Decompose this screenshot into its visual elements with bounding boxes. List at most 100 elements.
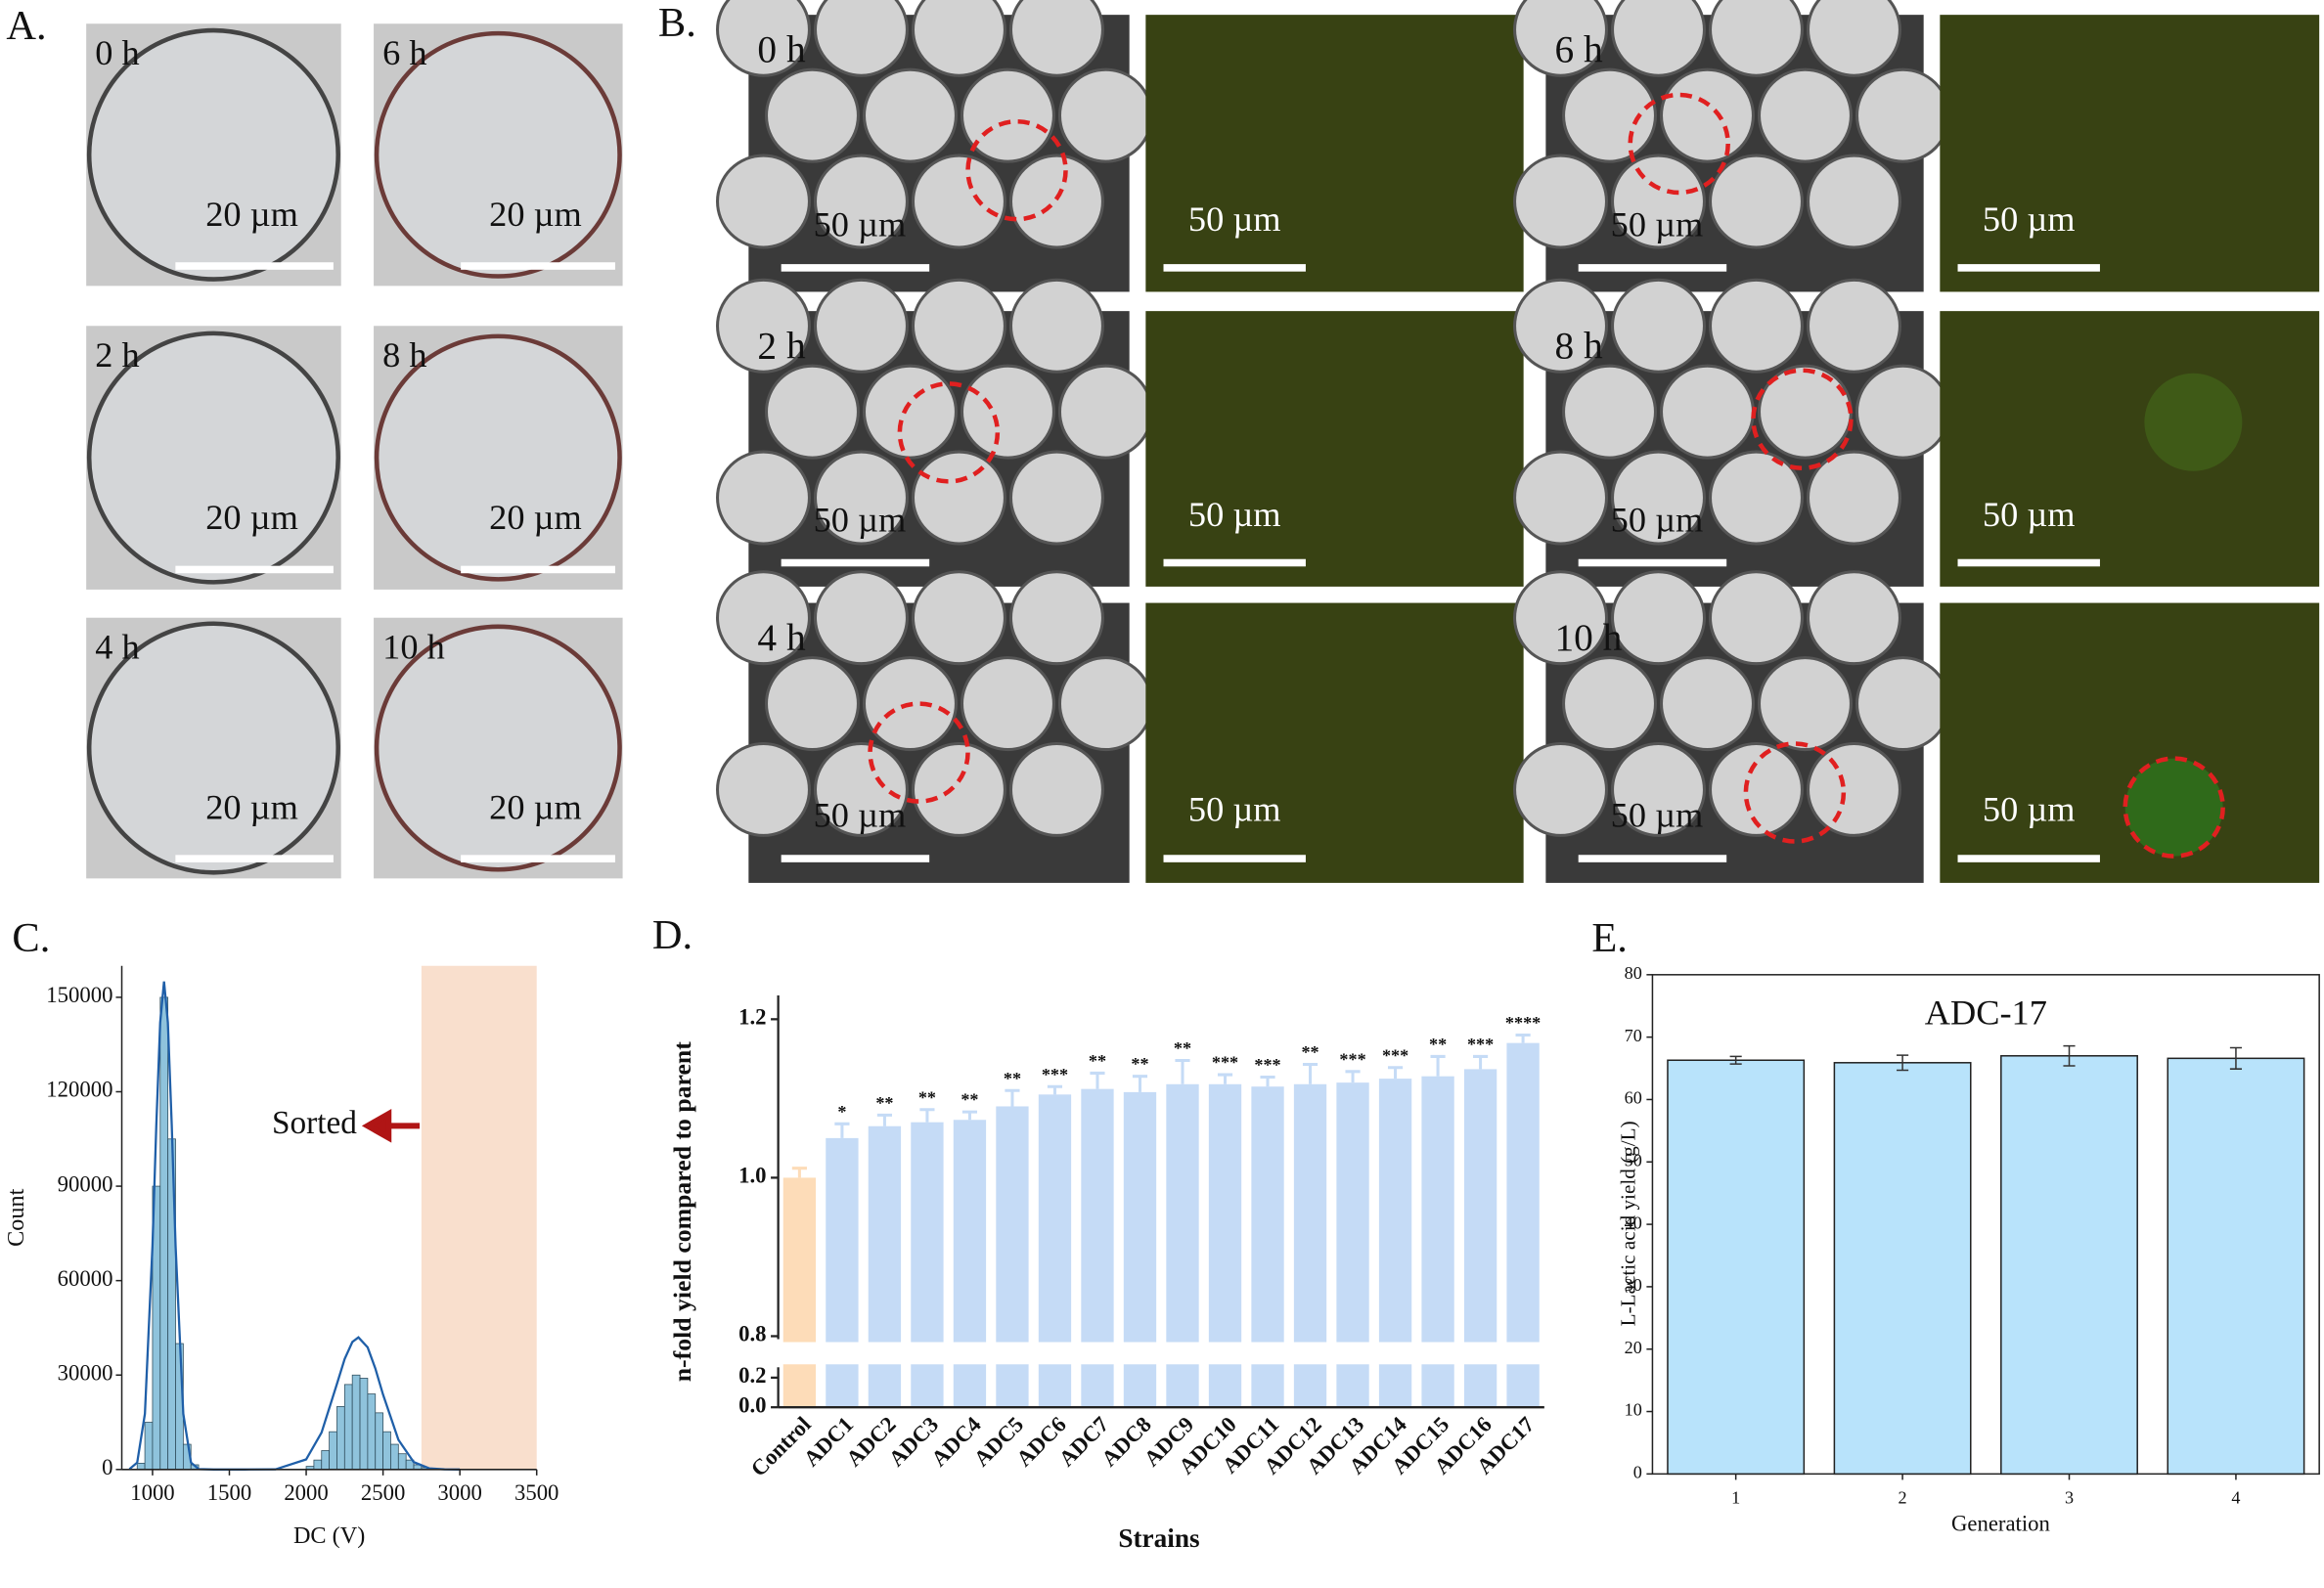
- error-bar: [1302, 1063, 1318, 1084]
- scale-bar: [781, 855, 930, 862]
- error-bar: [2229, 1046, 2243, 1070]
- significance-label: ***: [1467, 1035, 1494, 1054]
- droplet: [1562, 656, 1657, 752]
- y-tick-label: 30000: [58, 1360, 113, 1385]
- droplet: [765, 67, 860, 163]
- histogram-bar: [144, 1422, 154, 1471]
- droplet: [1057, 656, 1153, 752]
- x-axis-label: Strains: [1118, 1523, 1199, 1553]
- scale-bar: [175, 855, 334, 862]
- y-tick-label: 20: [1625, 1338, 1642, 1357]
- x-tick-label: 1: [1731, 1487, 1740, 1507]
- fluorescence-image: [1940, 602, 2320, 883]
- fluorescent-droplet: [2144, 373, 2243, 471]
- scale-bar: [461, 262, 615, 270]
- y-tick-label: 0: [1633, 1463, 1642, 1482]
- significance-label: **: [1131, 1054, 1148, 1074]
- droplet: [1513, 0, 1608, 77]
- scale-label: 50 µm: [814, 500, 907, 539]
- fluorescence-image: [1940, 15, 2320, 292]
- droplet: [765, 656, 860, 752]
- droplet: [1513, 154, 1608, 249]
- panel-label: D.: [652, 912, 693, 958]
- histogram-bar: [321, 1450, 330, 1471]
- y-axis-label: Count: [3, 1188, 29, 1246]
- scale-label: 50 µm: [1983, 495, 2076, 534]
- droplet: [86, 331, 340, 585]
- sorted-region: [421, 965, 537, 1470]
- droplet: [374, 624, 622, 872]
- significance-label: ***: [1382, 1045, 1408, 1065]
- time-label: 6 h: [382, 33, 426, 72]
- error-bar: [1387, 1066, 1404, 1080]
- histogram-bar: [336, 1406, 345, 1471]
- histogram-bar: [367, 1393, 377, 1471]
- x-tick-label: 2: [1899, 1487, 1907, 1507]
- y-tick-label: 40: [1625, 1213, 1642, 1232]
- droplet: [1709, 0, 1804, 77]
- droplet: [716, 450, 811, 546]
- highlight-circle: [1743, 741, 1847, 844]
- scale-label: 50 µm: [1983, 199, 2076, 239]
- scale-label: 50 µm: [814, 795, 907, 834]
- scale-label: 20 µm: [489, 787, 582, 826]
- significance-label: ***: [1339, 1049, 1365, 1069]
- x-tick-label: 3000: [437, 1480, 481, 1505]
- droplet: [1709, 741, 1804, 837]
- significance-label: ***: [1042, 1065, 1068, 1084]
- time-label: 10 h: [382, 627, 445, 666]
- y-tick-label: 120000: [46, 1078, 112, 1102]
- droplet: [862, 67, 958, 163]
- bar: [911, 1122, 944, 1408]
- droplet: [1806, 741, 1901, 837]
- y-tick-label: 0: [102, 1455, 112, 1479]
- scale-label: 50 µm: [1611, 500, 1704, 539]
- droplet: [814, 0, 909, 77]
- droplet: [1807, 0, 1901, 77]
- error-bar: [1729, 1055, 1742, 1065]
- y-tick-label: 50: [1625, 1150, 1642, 1169]
- bar: [1667, 1059, 1806, 1476]
- significance-label: **: [1089, 1051, 1106, 1071]
- droplet: [716, 741, 811, 837]
- droplet: [1562, 364, 1657, 460]
- droplet: [1611, 278, 1706, 374]
- histogram-bar: [343, 1384, 353, 1471]
- histogram-bar: [390, 1443, 399, 1471]
- scale-label: 50 µm: [1188, 790, 1281, 829]
- significance-label: **: [1174, 1038, 1191, 1058]
- droplet: [1660, 364, 1755, 460]
- droplet: [716, 154, 811, 249]
- droplet: [1008, 154, 1104, 249]
- panel-label: E.: [1591, 915, 1628, 961]
- significance-label: *: [837, 1102, 846, 1122]
- scale-bar: [175, 565, 334, 574]
- time-label: 8 h: [1554, 325, 1603, 368]
- panel-label: A.: [6, 3, 46, 49]
- highlight-circle: [2123, 756, 2225, 859]
- droplet: [1611, 154, 1706, 249]
- y-tick-label: 60000: [58, 1266, 113, 1291]
- droplet: [960, 67, 1055, 163]
- time-label: 0 h: [95, 33, 139, 72]
- droplet: [1513, 570, 1608, 666]
- droplet: [911, 0, 1006, 77]
- droplet: [862, 364, 958, 460]
- histogram-bar: [351, 1374, 361, 1471]
- error-bar: [1345, 1070, 1361, 1083]
- y-tick-label: 10: [1625, 1400, 1642, 1420]
- highlight-circle: [1751, 368, 1854, 470]
- scale-bar: [1957, 855, 2100, 862]
- droplet: [765, 364, 860, 460]
- x-axis-label: Generation: [1951, 1512, 2051, 1536]
- y-tick-label: 0.8: [738, 1322, 766, 1346]
- significance-label: **: [1429, 1035, 1447, 1054]
- histogram-bar: [136, 1462, 146, 1471]
- droplet: [813, 570, 909, 666]
- scale-bar: [781, 558, 930, 567]
- error-bar: [1217, 1073, 1233, 1084]
- error-bar: [1175, 1058, 1190, 1084]
- droplet: [911, 741, 1006, 837]
- scale-label: 20 µm: [489, 195, 582, 234]
